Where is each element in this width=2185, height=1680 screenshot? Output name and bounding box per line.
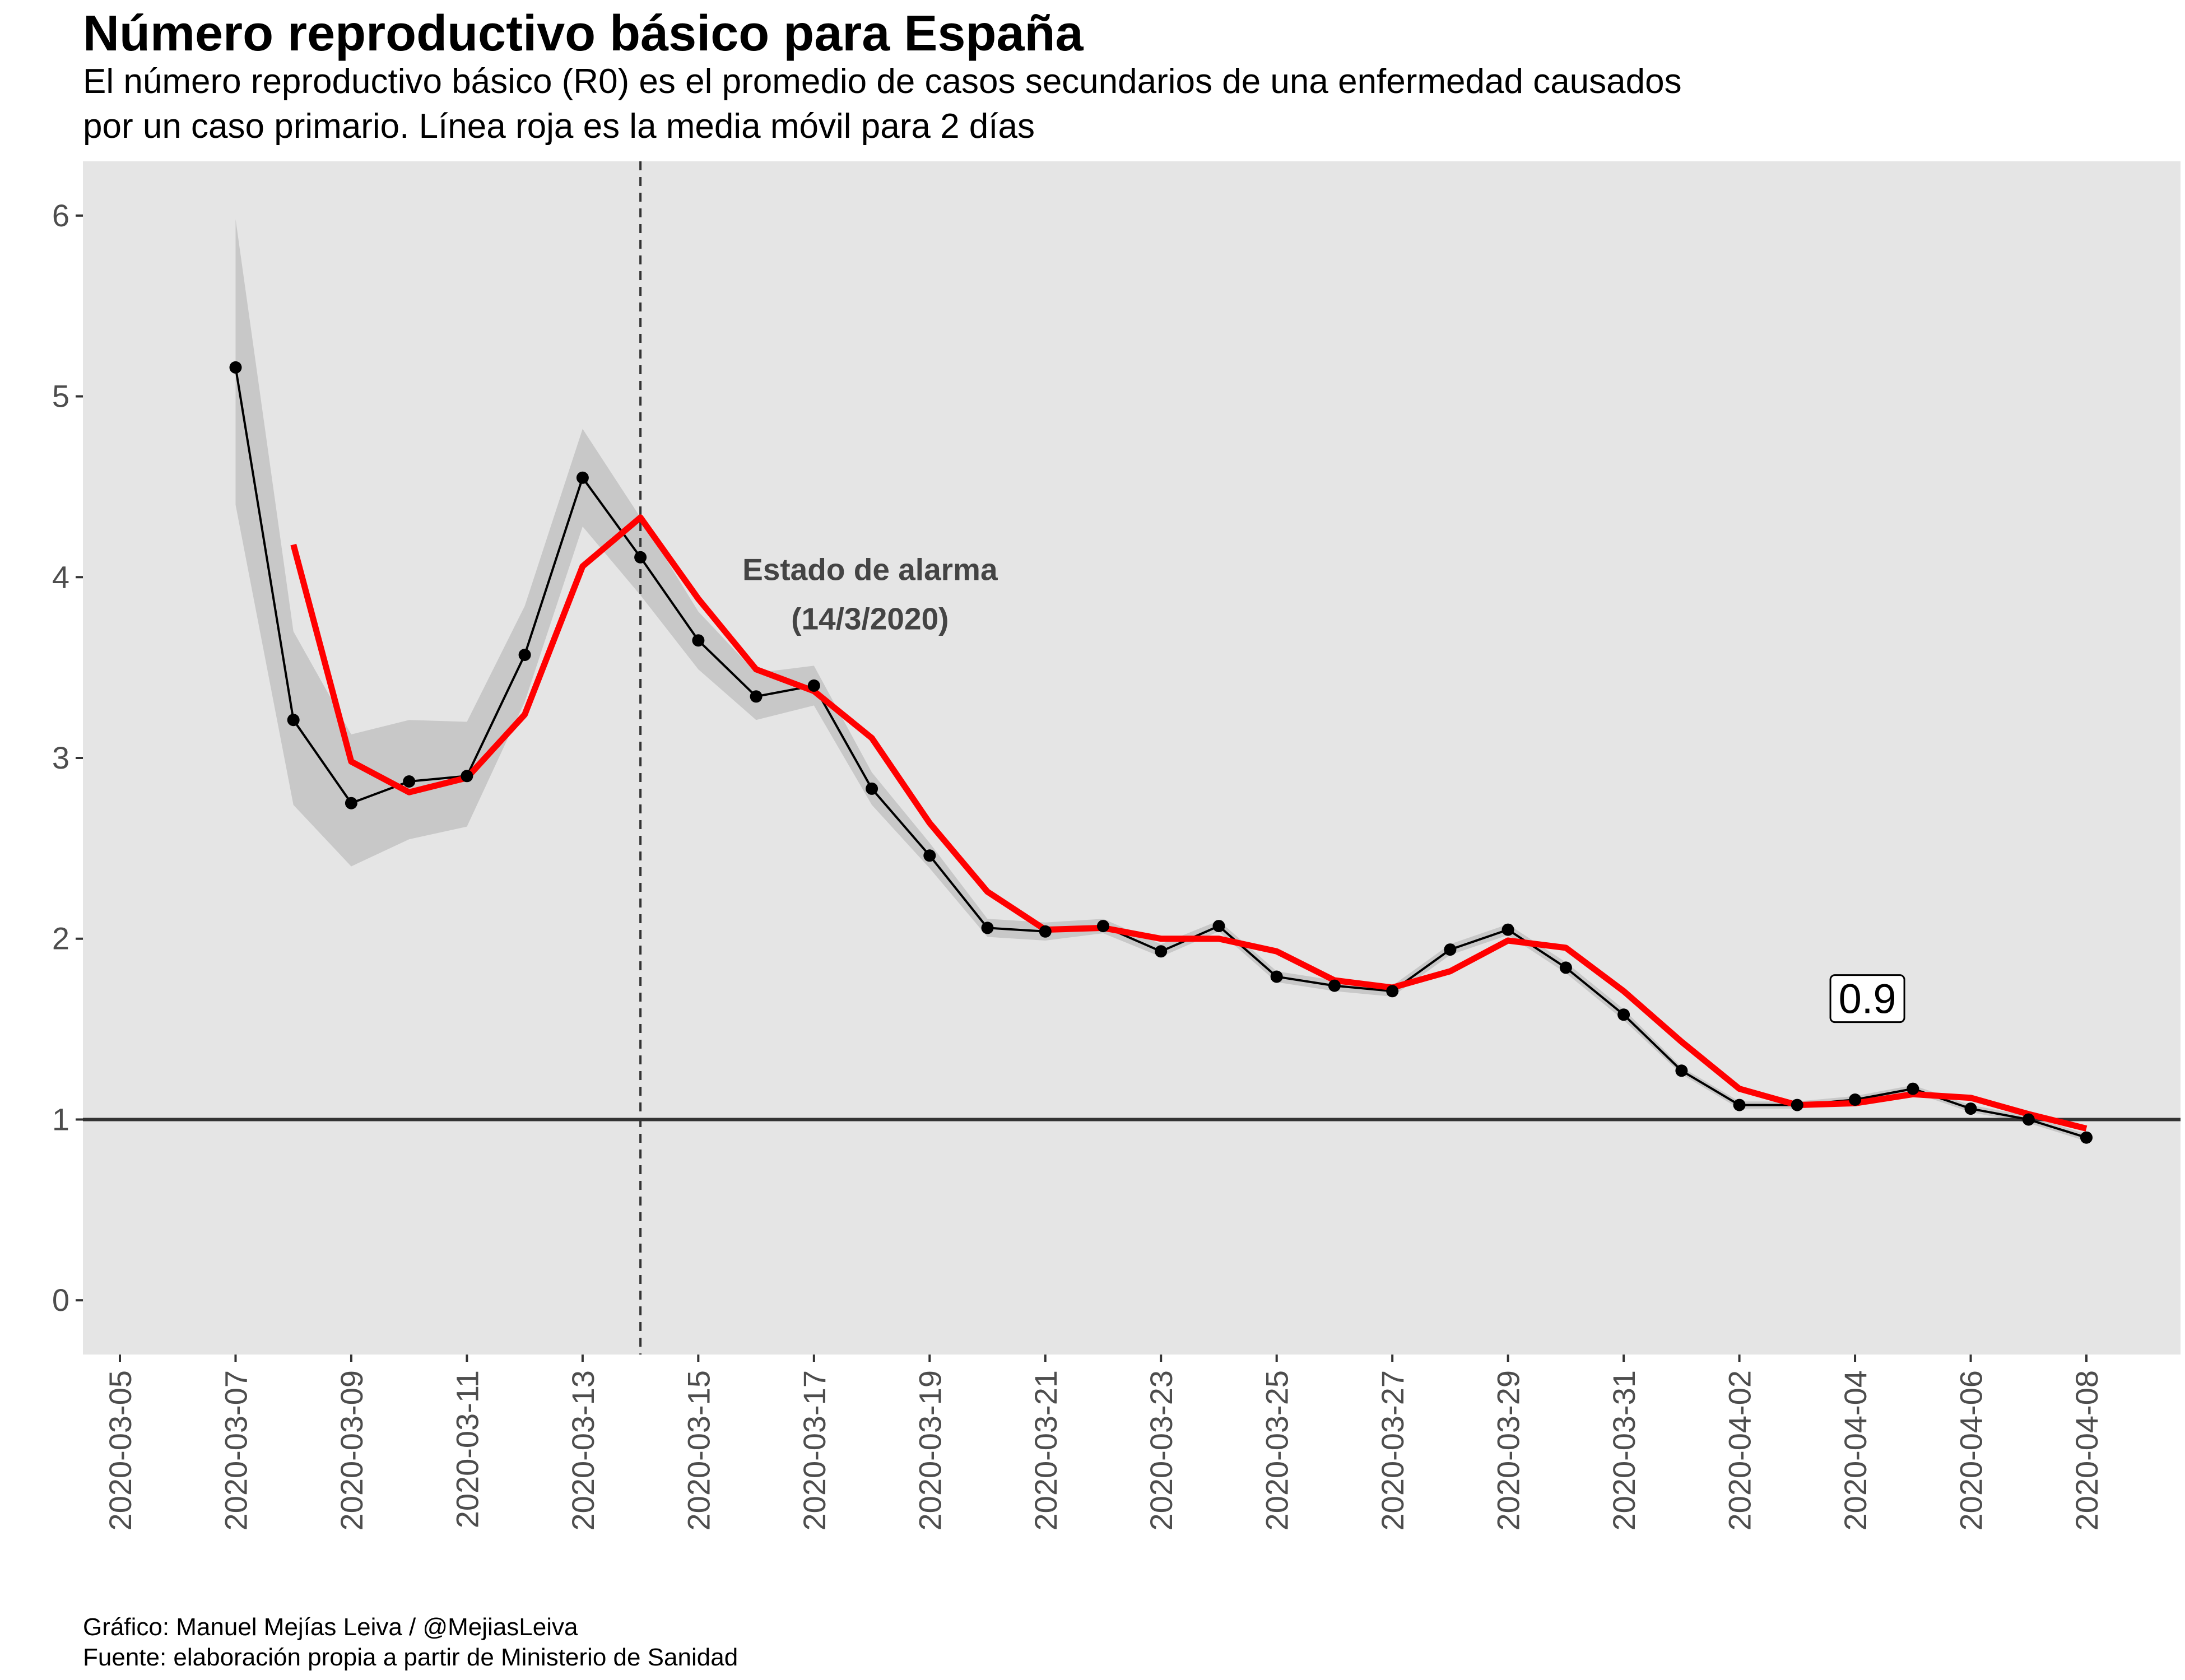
- x-tick-label: 2020-03-09: [334, 1370, 369, 1530]
- moving-average-series-layer: [290, 514, 2088, 1132]
- x-tick-label: 2020-03-21: [1028, 1370, 1063, 1530]
- latest-value-label: 0.9: [1829, 974, 1905, 1023]
- r0-point: [1444, 943, 1457, 956]
- caption-source: Fuente: elaboración propia a partir de M…: [83, 1644, 738, 1671]
- r0-point: [287, 714, 300, 727]
- x-tick-label: 2020-03-11: [449, 1370, 485, 1528]
- y-tick-label: 4: [52, 559, 69, 594]
- r0-point: [1155, 945, 1168, 958]
- y-tick-label: 1: [52, 1101, 69, 1137]
- x-tick-label: 2020-03-07: [218, 1370, 253, 1530]
- y-tick-label: 5: [52, 379, 69, 414]
- r0-point: [1212, 920, 1225, 933]
- x-tick-label: 2020-03-13: [565, 1370, 601, 1530]
- r0-point: [1039, 925, 1052, 938]
- r0-point: [403, 775, 416, 788]
- r0-point: [518, 649, 531, 661]
- r0-point: [1675, 1064, 1688, 1077]
- r0-point: [1328, 979, 1341, 992]
- x-tick-label: 2020-04-06: [1954, 1370, 1989, 1530]
- x-tick-label: 2020-03-31: [1606, 1370, 1642, 1530]
- r0-point: [1617, 1008, 1630, 1021]
- r0-point: [461, 770, 473, 783]
- subtitle-line-1: El número reproductivo básico (R0) es el…: [83, 62, 1682, 101]
- r0-points-layer: [229, 361, 2093, 1144]
- x-tick-label: 2020-03-17: [797, 1370, 832, 1530]
- x-tick-label: 2020-03-05: [103, 1370, 138, 1530]
- x-tick-label: 2020-03-29: [1491, 1370, 1526, 1530]
- y-tick-label: 6: [52, 198, 69, 233]
- x-tick-label: 2020-03-25: [1259, 1370, 1295, 1530]
- y-tick-label: 3: [52, 740, 69, 775]
- x-tick-label: 2020-03-15: [681, 1370, 716, 1530]
- r0-point: [1733, 1099, 1746, 1111]
- x-tick-label: 2020-04-08: [2069, 1370, 2104, 1530]
- r0-point: [1501, 923, 1514, 936]
- r0-point: [981, 922, 994, 934]
- r0-point: [2080, 1131, 2093, 1144]
- chart-subtitle: El número reproductivo básico (R0) es el…: [83, 59, 1682, 149]
- r0-point: [1270, 970, 1283, 983]
- x-axis: 2020-03-05 2020-03-07 2020-03-09 2020-03-11…: [103, 1355, 2104, 1530]
- r0-point: [576, 471, 589, 484]
- r0-point: [750, 690, 763, 703]
- x-tick-label: 2020-03-27: [1375, 1370, 1410, 1530]
- x-tick-label: 2020-03-19: [912, 1370, 947, 1530]
- r0-point: [807, 679, 820, 692]
- r0-point: [866, 782, 878, 795]
- x-tick-label: 2020-03-23: [1143, 1370, 1179, 1530]
- r0-point: [1907, 1082, 1919, 1095]
- r0-point: [229, 361, 242, 374]
- latest-value-box: [1829, 974, 1905, 1023]
- y-tick-label: 2: [52, 921, 69, 956]
- r0-point: [634, 551, 647, 564]
- r0-point: [692, 634, 705, 647]
- r0-point: [345, 797, 357, 809]
- latest-value-text: 0.9: [1839, 976, 1896, 1022]
- r0-point: [2022, 1113, 2035, 1126]
- y-axis: 0 1 2 3 4 5 6: [52, 198, 83, 1318]
- chart-title: Número reproductivo básico para España: [83, 6, 1084, 62]
- chart-caption: Gráfico: Manuel Mejías Leiva / @MejiasLe…: [83, 1612, 738, 1673]
- x-tick-label: 2020-04-02: [1722, 1370, 1758, 1530]
- r0-point: [1964, 1102, 1977, 1115]
- subtitle-line-2: por un caso primario. Línea roja es la m…: [83, 107, 1035, 146]
- r0-point: [1559, 961, 1572, 974]
- x-tick-label: 2020-04-04: [1838, 1370, 1873, 1530]
- r0-point: [1097, 920, 1109, 933]
- caption-author: Gráfico: Manuel Mejías Leiva / @MejiasLe…: [83, 1613, 578, 1641]
- y-tick-label: 0: [52, 1282, 69, 1318]
- moving-average-line: [290, 514, 2088, 1132]
- r0-point: [923, 849, 936, 862]
- r0-point: [1791, 1099, 1803, 1111]
- alarm-annotation-line-2: (14/3/2020): [791, 601, 949, 636]
- alarm-annotation-line-1: Estado de alarma: [742, 552, 998, 587]
- r0-point: [1849, 1093, 1862, 1106]
- r0-point: [1386, 985, 1399, 998]
- alarm-annotation: Estado de alarma (14/3/2020): [742, 552, 998, 636]
